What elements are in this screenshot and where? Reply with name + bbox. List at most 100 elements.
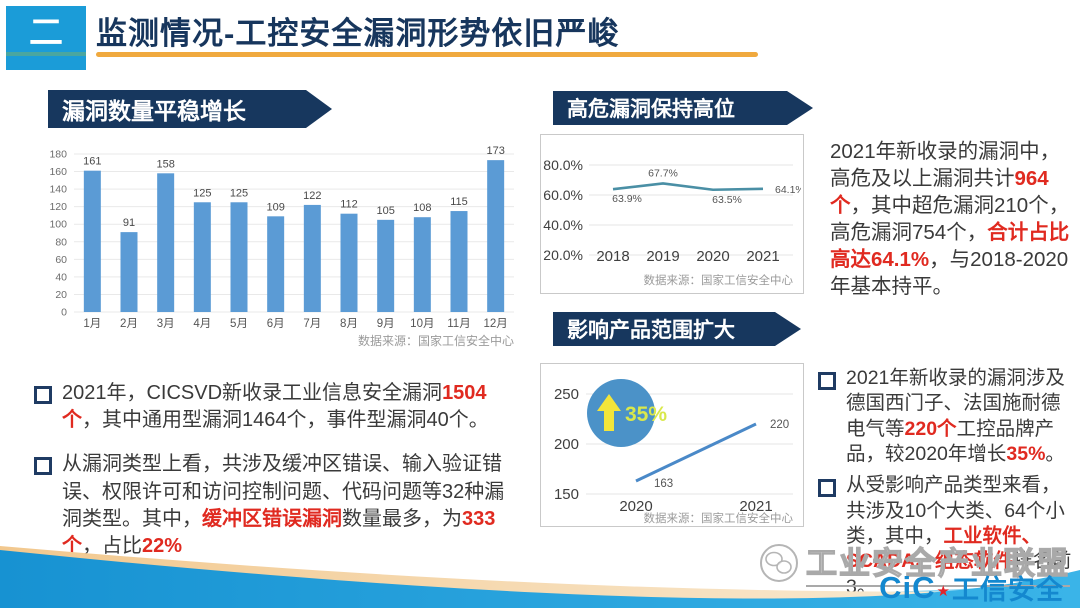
x-tick-label: 2019 bbox=[646, 248, 679, 265]
y-tick-label: 40.0% bbox=[543, 217, 583, 233]
line-chart1-canvas: 80.0% 60.0% 40.0% 20.0% 63.9% 67.7% 63.5% 64.1%… bbox=[543, 157, 804, 287]
point-label: 63.5% bbox=[712, 194, 742, 206]
chart-source: 数据来源：国家工信安全中心 bbox=[644, 511, 794, 524]
bar-11月 bbox=[450, 211, 468, 312]
square-bullet-icon bbox=[34, 457, 52, 476]
bar-chart-canvas: 0 20 40 60 80 100 120 140 160 180 161 1月 91 2月 158 3月 12… bbox=[49, 145, 514, 348]
x-tick-label: 2020 bbox=[696, 248, 729, 265]
section-index-box-bottom bbox=[6, 56, 86, 70]
high-risk-summary-text: 2021年新收录的漏洞中，高危及以上漏洞共计964个，其中超危漏洞210个，高危… bbox=[830, 140, 1070, 299]
y-tick-label: 80.0% bbox=[543, 157, 583, 173]
x-tick-label: 3月 bbox=[157, 318, 175, 330]
svg-text:120: 120 bbox=[49, 201, 67, 213]
section-index-divider bbox=[6, 52, 86, 56]
x-tick-label: 11月 bbox=[447, 318, 470, 330]
bar-4月 bbox=[193, 202, 211, 312]
bar-10月 bbox=[413, 217, 431, 312]
bar-value-label: 108 bbox=[413, 202, 431, 214]
alliance-logo-icon bbox=[760, 543, 798, 582]
cic-logo: CiC ★ 工信安全 bbox=[879, 568, 1064, 607]
x-tick-label: 2021 bbox=[739, 498, 772, 515]
bar-12月 bbox=[487, 160, 505, 312]
bar-value-label: 158 bbox=[156, 158, 174, 170]
bar-value-label: 105 bbox=[376, 205, 394, 217]
bullet-text: 2021年新收录的漏洞涉及德国西门子、法国施耐德电气等220个工控品牌产品，较2… bbox=[846, 367, 1065, 466]
banner-vuln-growth: 漏洞数量平稳增长 bbox=[48, 90, 332, 128]
svg-text:80: 80 bbox=[55, 236, 67, 248]
point-label: 67.7% bbox=[648, 167, 678, 179]
point-label: 63.9% bbox=[612, 193, 642, 205]
growth-badge-label: 35% bbox=[625, 403, 667, 426]
point-label: 64.1% bbox=[775, 184, 801, 196]
banner-product-range: 影响产品范围扩大 bbox=[553, 312, 801, 346]
title-underline bbox=[96, 52, 758, 57]
bullet-text: 从漏洞类型上看，共涉及缓冲区错误、输入验证错误、权限许可和访问控制问题、代码问题… bbox=[62, 453, 505, 557]
bar-5月 bbox=[230, 202, 248, 312]
svg-text:180: 180 bbox=[49, 149, 67, 161]
x-tick-label: 2020 bbox=[619, 498, 652, 515]
bar-value-label: 125 bbox=[230, 187, 248, 199]
bar-value-label: 161 bbox=[83, 156, 101, 168]
page-title: 监测情况-工控安全漏洞形势依旧严峻 bbox=[96, 16, 620, 51]
bar-8月 bbox=[340, 213, 358, 312]
x-tick-label: 5月 bbox=[230, 318, 248, 330]
list-item: 2021年新收录的漏洞涉及德国西门子、法国施耐德电气等220个工控品牌产品，较2… bbox=[816, 366, 1078, 467]
cic-logo-letters: CiC bbox=[879, 569, 936, 605]
square-bullet-icon bbox=[818, 372, 836, 390]
x-tick-label: 6月 bbox=[267, 318, 285, 330]
trend-line bbox=[635, 422, 757, 483]
y-tick-label: 150 bbox=[554, 486, 579, 503]
bar-2月 bbox=[120, 232, 138, 312]
up-arrow-icon bbox=[597, 394, 621, 431]
svg-text:0: 0 bbox=[61, 307, 67, 319]
trend-line bbox=[612, 182, 764, 192]
svg-text:100: 100 bbox=[49, 219, 67, 231]
bar-6月 bbox=[267, 216, 285, 312]
bar-7月 bbox=[303, 204, 321, 312]
point-label: 163 bbox=[654, 478, 673, 490]
bar-value-label: 112 bbox=[340, 199, 358, 211]
chart-source: 数据来源：国家工信安全中心 bbox=[644, 273, 794, 287]
x-tick-label: 12月 bbox=[484, 318, 508, 330]
bar-1月 bbox=[83, 170, 101, 312]
x-tick-label: 7月 bbox=[303, 318, 321, 330]
cic-logo-text: 工信安全 bbox=[952, 575, 1064, 605]
y-tick-label: 60.0% bbox=[543, 187, 583, 203]
x-tick-label: 1月 bbox=[83, 318, 101, 330]
section-index-glyph: 二 bbox=[6, 6, 86, 52]
svg-text:20: 20 bbox=[55, 289, 67, 301]
svg-text:40: 40 bbox=[55, 271, 67, 283]
x-tick-label: 2018 bbox=[596, 248, 629, 265]
bar-value-label: 91 bbox=[123, 217, 135, 229]
x-tick-label: 8月 bbox=[340, 318, 358, 330]
star-icon: ★ bbox=[936, 582, 950, 600]
square-bullet-icon bbox=[34, 386, 52, 404]
banner-high-risk: 高危漏洞保持高位 bbox=[553, 91, 813, 125]
bar-value-label: 122 bbox=[303, 190, 321, 202]
monthly-vuln-bar-chart: 0 20 40 60 80 100 120 140 160 180 161 1月 91 2月 158 3月 12… bbox=[32, 140, 524, 357]
affected-products-chart: 250 200 150 163 220 2020 2021 35% 数据来源：国家工信安全中心 bbox=[540, 363, 804, 527]
svg-text:160: 160 bbox=[49, 166, 67, 178]
bar-value-label: 125 bbox=[193, 187, 211, 199]
y-tick-label: 20.0% bbox=[543, 247, 583, 263]
x-tick-label: 9月 bbox=[377, 318, 395, 330]
bar-value-label: 109 bbox=[266, 201, 284, 213]
left-bullet-list: 2021年，CICSVD新收录工业信息安全漏洞1504个，其中通用型漏洞1464… bbox=[32, 380, 524, 560]
x-tick-label: 4月 bbox=[193, 318, 211, 330]
svg-text:60: 60 bbox=[55, 254, 67, 266]
y-tick-label: 250 bbox=[554, 386, 579, 403]
x-tick-label: 2021 bbox=[746, 248, 779, 265]
square-bullet-icon bbox=[818, 479, 836, 498]
list-item: 从漏洞类型上看，共涉及缓冲区错误、输入验证错误、权限许可和访问控制问题、代码问题… bbox=[32, 451, 524, 560]
line-chart2-canvas: 250 200 150 163 220 2020 2021 35% 数据来源：国家工信安全中心 bbox=[554, 379, 794, 525]
list-item: 2021年，CICSVD新收录工业信息安全漏洞1504个，其中通用型漏洞1464… bbox=[32, 380, 524, 434]
section-index-box: 二 bbox=[6, 6, 86, 70]
y-tick-label: 200 bbox=[554, 436, 579, 453]
bar-value-label: 115 bbox=[450, 196, 468, 208]
bar-9月 bbox=[377, 219, 395, 312]
x-tick-label: 2月 bbox=[120, 318, 138, 330]
x-tick-label: 10月 bbox=[410, 318, 434, 330]
high-risk-line-chart: 80.0% 60.0% 40.0% 20.0% 63.9% 67.7% 63.5% 64.1%… bbox=[540, 134, 805, 294]
bullet-text: 2021年，CICSVD新收录工业信息安全漏洞1504个，其中通用型漏洞1464… bbox=[62, 382, 489, 432]
